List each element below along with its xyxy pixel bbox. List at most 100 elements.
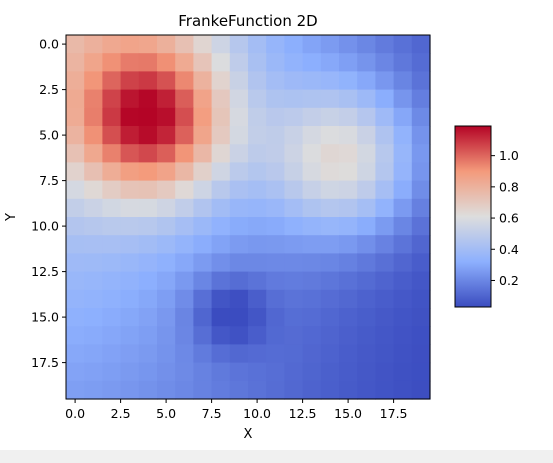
heatmap-cell	[375, 326, 395, 345]
heatmap-cell	[320, 162, 340, 182]
heatmap-cell	[375, 198, 395, 218]
heatmap-cell	[339, 253, 358, 273]
heatmap-cell	[248, 326, 267, 345]
heatmap-cell	[339, 217, 358, 236]
heatmap-cell	[266, 126, 285, 145]
heatmap-cell	[229, 107, 249, 127]
heatmap-cell	[175, 380, 194, 400]
heatmap-cell	[193, 180, 213, 200]
heatmap-cell	[193, 89, 213, 109]
heatmap-cell	[138, 308, 158, 327]
heatmap-cell	[302, 326, 322, 345]
heatmap-cell	[66, 253, 85, 273]
y-axis-ticks: 0.0 2.5 5.0 7.5 10.0 12.5 15.0 17.5	[31, 37, 66, 370]
heatmap-cell	[357, 217, 376, 236]
heatmap-cell	[320, 71, 340, 91]
heatmap-cell	[320, 89, 340, 109]
heatmap-cell	[320, 326, 340, 345]
heatmap-cell	[302, 217, 322, 236]
heatmap-cell	[339, 289, 358, 309]
heatmap-cell	[229, 144, 249, 163]
heatmap-cell	[357, 308, 376, 327]
heatmap-cell	[193, 326, 213, 345]
heatmap-cell	[375, 71, 395, 91]
heatmap-cell	[120, 126, 140, 145]
colorbar-tick-label: 0.8	[499, 179, 519, 194]
heatmap-cell	[375, 235, 395, 254]
heatmap-cell	[302, 180, 322, 200]
heatmap-cell	[284, 144, 304, 163]
heatmap-cell	[284, 344, 304, 364]
heatmap-cell	[339, 89, 358, 109]
heatmap-cell	[320, 35, 340, 54]
heatmap-cell	[357, 180, 376, 200]
heatmap-cell	[266, 235, 285, 254]
heatmap-cell	[411, 289, 431, 309]
heatmap-cell	[411, 253, 431, 273]
heatmap-cell	[211, 217, 231, 236]
heatmap-cell	[229, 217, 249, 236]
heatmap-cell	[120, 289, 140, 309]
heatmap-cell	[102, 35, 122, 54]
heatmap-cell	[320, 126, 340, 145]
figure-canvas: FrankeFunction 2D 0.0 2.5 5.0 7.5 10.0 12.5 15…	[0, 0, 553, 450]
heatmap-cell	[66, 162, 85, 182]
heatmap-cell	[284, 271, 304, 291]
heatmap-cell	[284, 53, 304, 72]
heatmap-cell	[175, 235, 194, 254]
heatmap-cell	[102, 107, 122, 127]
heatmap-cell	[175, 362, 194, 382]
heatmap-cell	[102, 253, 122, 273]
heatmap-cell	[193, 198, 213, 218]
heatmap-cell	[357, 253, 376, 273]
heatmap-cell	[175, 126, 194, 145]
heatmap-cell	[302, 344, 322, 364]
heatmap-cell	[211, 53, 231, 72]
y-tick-label: 15.0	[31, 310, 59, 325]
heatmap-cell	[229, 180, 249, 200]
heatmap-cell	[211, 144, 231, 163]
heatmap-cell	[357, 126, 376, 145]
heatmap-cell	[193, 380, 213, 400]
heatmap-cell	[229, 380, 249, 400]
heatmap-cell	[411, 144, 431, 163]
colorbar	[454, 125, 492, 308]
heatmap-cell	[284, 198, 304, 218]
heatmap-cell	[157, 289, 176, 309]
heatmap-cell	[248, 126, 267, 145]
heatmap-cell	[229, 344, 249, 364]
heatmap-cell	[84, 71, 103, 91]
heatmap-cell	[66, 308, 85, 327]
x-tick-label: 15.0	[334, 406, 362, 421]
heatmap-cell	[393, 217, 413, 236]
heatmap-cell	[193, 344, 213, 364]
heatmap-cell	[320, 180, 340, 200]
heatmap-cell	[157, 126, 176, 145]
heatmap-cell	[357, 289, 376, 309]
heatmap-cell	[393, 326, 413, 345]
heatmap-cell	[211, 162, 231, 182]
y-tick-label: 17.5	[31, 355, 59, 370]
heatmap-cell	[120, 235, 140, 254]
heatmap-cell	[193, 253, 213, 273]
colorbar-tick-label: 0.6	[499, 211, 519, 226]
heatmap-cell	[211, 35, 231, 54]
heatmap-cell	[211, 198, 231, 218]
heatmap-cell	[66, 380, 85, 400]
heatmap-cell	[157, 89, 176, 109]
heatmap-cell	[248, 71, 267, 91]
heatmap-cell	[193, 107, 213, 127]
heatmap-cell	[175, 35, 194, 54]
heatmap-cell	[211, 89, 231, 109]
heatmap-cell	[193, 271, 213, 291]
y-tick-label: 7.5	[39, 173, 59, 188]
heatmap-cell	[211, 308, 231, 327]
heatmap-cell	[248, 362, 267, 382]
heatmap-cell	[157, 53, 176, 72]
x-axis-label: X	[244, 427, 253, 442]
heatmap-cell	[266, 253, 285, 273]
heatmap-cell	[302, 235, 322, 254]
heatmap-cell	[266, 289, 285, 309]
heatmap-cell	[248, 53, 267, 72]
heatmap-cell	[302, 71, 322, 91]
